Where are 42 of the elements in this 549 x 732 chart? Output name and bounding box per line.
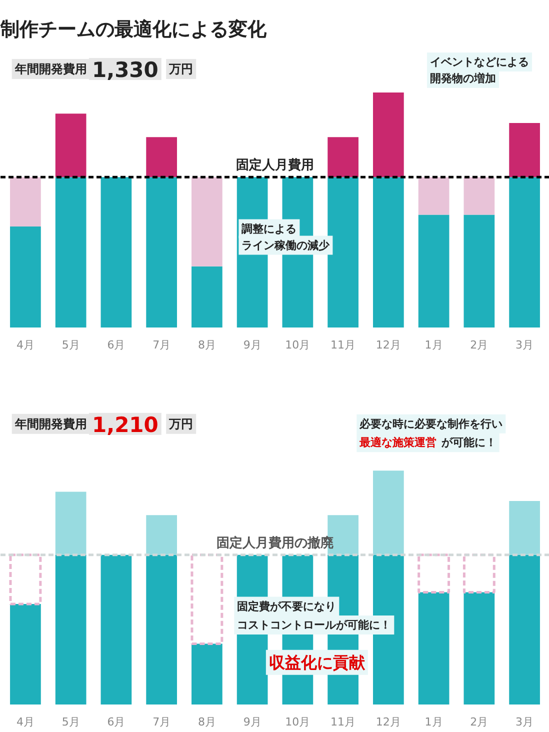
x-tick-label: 7月 <box>152 338 171 352</box>
x-tick-label: 1月 <box>424 338 443 352</box>
x-tick-label: 8月 <box>198 716 216 728</box>
x-tick-label: 5月 <box>62 338 80 352</box>
text: イベントなどによる <box>430 55 529 68</box>
text: 1,210 <box>92 412 158 437</box>
x-tick-label: 8月 <box>198 338 216 352</box>
annotation: コストコントロールが可能に！ <box>237 618 392 632</box>
annotation: 固定費が不要になり <box>237 600 336 613</box>
x-tick-label: 11月 <box>330 338 356 352</box>
annotation: ライン稼働の減少 <box>242 238 331 252</box>
x-tick-label: 6月 <box>107 716 126 728</box>
text: 必要な時に必要な制作を行い <box>358 417 503 430</box>
text: 最適な施策運営 <box>358 436 437 450</box>
x-tick-label: 12月 <box>376 716 401 728</box>
x-tick-label: 10月 <box>285 716 310 728</box>
x-tick-label: 11月 <box>330 716 356 728</box>
x-tick-label: 4月 <box>16 338 34 352</box>
text: 年間開発費用 <box>14 62 87 76</box>
x-tick-label: 2月 <box>470 716 488 728</box>
text: 万円 <box>168 416 194 431</box>
x-tick-label: 7月 <box>152 716 171 728</box>
x-tick-label: 4月 <box>16 716 34 728</box>
x-tick-label: 9月 <box>243 338 262 352</box>
x-tick-label: 5月 <box>62 716 80 728</box>
x-tick-label: 6月 <box>107 338 126 352</box>
x-tick-label: 2月 <box>470 338 488 352</box>
x-tick-label: 1月 <box>424 716 443 728</box>
x-tick-label: 12月 <box>376 338 401 352</box>
x-tick-label: 9月 <box>243 716 262 728</box>
chart-title: 制作チームの最適化による変化 <box>0 18 268 40</box>
text: 万円 <box>168 62 194 76</box>
x-tick-label: 10月 <box>285 338 310 352</box>
text: 年間開発費用 <box>14 416 87 431</box>
text: 1,330 <box>92 58 158 82</box>
ref-line-label: 固定人月費用 <box>236 157 314 174</box>
text: が可能に！ <box>440 436 496 450</box>
annotation: 収益化に貢献 <box>268 652 366 672</box>
x-tick-label: 3月 <box>516 338 534 352</box>
text: 開発物の増加 <box>430 72 496 85</box>
annotation: 調整による <box>242 222 297 236</box>
x-tick-label: 3月 <box>516 716 534 728</box>
